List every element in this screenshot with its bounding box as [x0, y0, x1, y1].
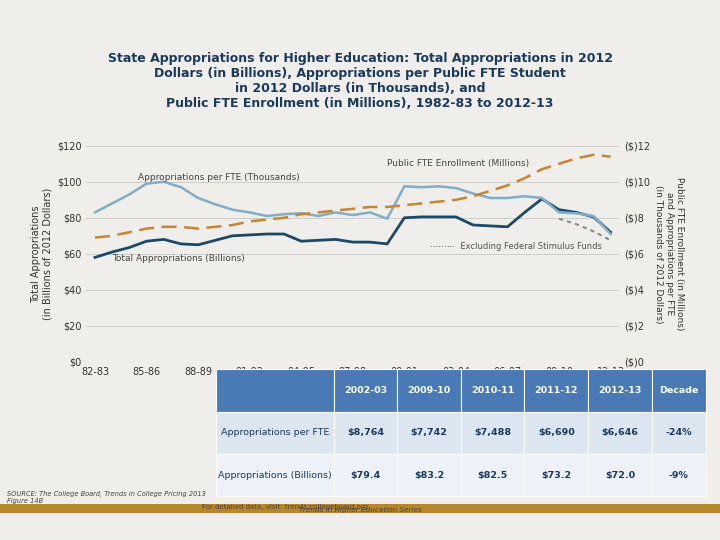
Text: Decade: Decade: [659, 386, 698, 395]
Text: Appropriations per FTE (Thousands): Appropriations per FTE (Thousands): [138, 173, 300, 182]
Text: $72.0: $72.0: [605, 471, 635, 480]
Text: Appropriations (Billions): Appropriations (Billions): [218, 471, 332, 480]
FancyBboxPatch shape: [461, 454, 524, 496]
Text: ⋯⋯⋯  Excluding Federal Stimulus Funds: ⋯⋯⋯ Excluding Federal Stimulus Funds: [430, 242, 602, 251]
Text: $7,488: $7,488: [474, 428, 511, 437]
FancyBboxPatch shape: [216, 454, 333, 496]
Text: $6,690: $6,690: [538, 428, 575, 437]
FancyBboxPatch shape: [333, 369, 397, 411]
Text: $73.2: $73.2: [541, 471, 572, 480]
Text: $8,764: $8,764: [347, 428, 384, 437]
Y-axis label: Total Appropriations
(in Billions of 2012 Dollars): Total Appropriations (in Billions of 201…: [31, 188, 53, 320]
FancyBboxPatch shape: [461, 411, 524, 454]
FancyBboxPatch shape: [0, 504, 720, 513]
FancyBboxPatch shape: [333, 411, 397, 454]
Text: Public FTE Enrollment (Millions): Public FTE Enrollment (Millions): [387, 159, 529, 167]
Text: 2012-13: 2012-13: [598, 386, 642, 395]
FancyBboxPatch shape: [333, 454, 397, 496]
Text: $82.5: $82.5: [477, 471, 508, 480]
FancyBboxPatch shape: [397, 411, 461, 454]
Text: -9%: -9%: [669, 471, 688, 480]
FancyBboxPatch shape: [216, 369, 333, 411]
FancyBboxPatch shape: [524, 454, 588, 496]
FancyBboxPatch shape: [652, 411, 706, 454]
Text: $83.2: $83.2: [414, 471, 444, 480]
FancyBboxPatch shape: [652, 454, 706, 496]
FancyBboxPatch shape: [524, 369, 588, 411]
FancyBboxPatch shape: [397, 454, 461, 496]
Text: Appropriations per FTE: Appropriations per FTE: [220, 428, 329, 437]
FancyBboxPatch shape: [588, 369, 652, 411]
FancyBboxPatch shape: [588, 411, 652, 454]
Text: -24%: -24%: [665, 428, 692, 437]
Text: 2002-03: 2002-03: [343, 386, 387, 395]
X-axis label: Academic Year: Academic Year: [302, 382, 404, 395]
Text: $79.4: $79.4: [350, 471, 380, 480]
Text: 2011-12: 2011-12: [534, 386, 578, 395]
FancyBboxPatch shape: [524, 411, 588, 454]
Text: 2009-10: 2009-10: [408, 386, 451, 395]
Text: Total Appropriations (Billions): Total Appropriations (Billions): [112, 254, 245, 263]
FancyBboxPatch shape: [461, 369, 524, 411]
Text: 2010-11: 2010-11: [471, 386, 514, 395]
Text: $7,742: $7,742: [410, 428, 447, 437]
Text: Trends in Higher Education Series: Trends in Higher Education Series: [299, 507, 421, 513]
Text: For detailed data, visit: trends.collegeboard.org: For detailed data, visit: trends.college…: [202, 504, 368, 510]
Text: $6,646: $6,646: [601, 428, 639, 437]
FancyBboxPatch shape: [652, 369, 706, 411]
Text: SOURCE: The College Board, Trends in College Pricing 2013
Figure 14B: SOURCE: The College Board, Trends in Col…: [7, 491, 206, 504]
Y-axis label: Public FTE Enrollment (in Millions)
and Appropriations per FTE
(in Thousands of : Public FTE Enrollment (in Millions) and …: [654, 177, 684, 330]
FancyBboxPatch shape: [397, 369, 461, 411]
FancyBboxPatch shape: [588, 454, 652, 496]
Text: State Appropriations for Higher Education: Total Appropriations in 2012
Dollars : State Appropriations for Higher Educatio…: [107, 52, 613, 110]
FancyBboxPatch shape: [216, 411, 333, 454]
